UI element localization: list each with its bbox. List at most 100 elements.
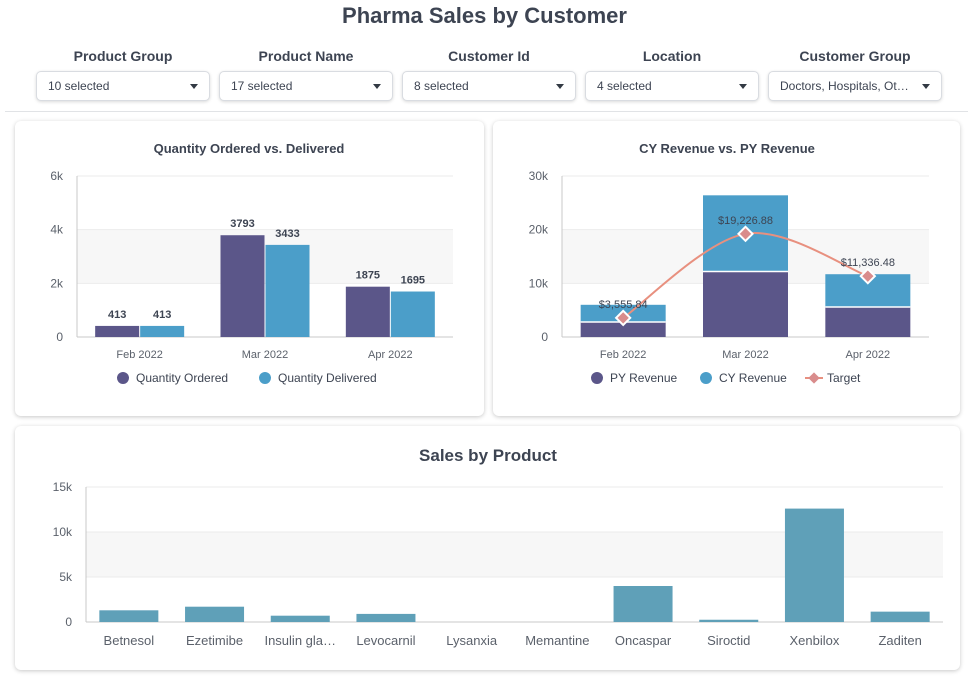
x-tick-label: Zaditen <box>878 633 921 648</box>
target-point <box>859 267 877 285</box>
bar-quantity-delivered <box>390 291 435 337</box>
y-tick-label: 5k <box>59 570 73 584</box>
chart-title: CY Revenue vs. PY Revenue <box>639 141 815 156</box>
bar-product-sales <box>613 586 673 622</box>
bar-product-sales <box>270 615 330 622</box>
quantity-ordered-vs-delivered-chart: Quantity Ordered vs. Delivered 0 2k 4k 6k 413… <box>50 141 453 385</box>
legend-label: PY Revenue <box>610 371 677 385</box>
x-tick-label: Betnesol <box>104 633 155 648</box>
y-tick-label: 4k <box>50 223 64 237</box>
chevron-down-icon <box>739 84 747 89</box>
bar-quantity-ordered <box>345 286 390 337</box>
bar-product-sales <box>185 606 245 622</box>
y-tick-label: 2k <box>50 276 64 290</box>
dropdown-value: 4 selected <box>597 79 652 93</box>
target-label: $19,226.88 <box>718 215 773 227</box>
customer-id-dropdown[interactable]: 8 selected <box>402 71 576 101</box>
data-label: 413 <box>153 309 171 321</box>
x-tick-label: Oncaspar <box>615 633 672 648</box>
divider <box>5 111 968 112</box>
filter-product-group: Product Group 10 selected <box>36 46 210 101</box>
bar-py-revenue <box>703 271 788 337</box>
x-tick-label: Levocarnil <box>356 633 415 648</box>
x-tick-label: Xenbilox <box>790 633 840 648</box>
legend-marker <box>808 372 820 384</box>
dropdown-value: 17 selected <box>231 79 293 93</box>
sales-by-product-card: Sales by Product 0 5k 10k 15k Betnesol Ezetimi… <box>15 426 960 670</box>
sales-by-product-chart: Sales by Product 0 5k 10k 15k Betnesol Ezetimi… <box>53 446 943 648</box>
customer-group-dropdown[interactable]: Doctors, Hospitals, Ot… <box>768 71 942 101</box>
bar-quantity-delivered <box>265 244 310 337</box>
bar-product-sales <box>870 611 930 622</box>
target-label: $11,336.48 <box>841 257 895 269</box>
bar-py-revenue <box>825 306 911 337</box>
page-title: Pharma Sales by Customer <box>342 3 627 28</box>
bar-quantity-ordered <box>95 325 140 337</box>
chevron-down-icon <box>190 84 198 89</box>
filter-label: Customer Group <box>799 48 911 64</box>
y-tick-label: 10k <box>53 525 73 539</box>
dropdown-value: Doctors, Hospitals, Ot… <box>780 79 909 93</box>
y-tick-label: 15k <box>53 480 73 494</box>
y-tick-label: 0 <box>65 615 72 629</box>
x-tick-label: Lysanxia <box>446 633 498 648</box>
location-dropdown[interactable]: 4 selected <box>585 71 759 101</box>
x-tick-label: Feb 2022 <box>116 349 162 361</box>
legend-marker <box>700 372 712 384</box>
filter-label: Product Name <box>258 48 354 64</box>
data-label: 3433 <box>275 228 299 240</box>
quantity-chart-card: Quantity Ordered vs. Delivered 0 2k 4k 6k 413… <box>15 121 484 416</box>
bar-product-sales <box>699 619 759 622</box>
dropdown-value: 10 selected <box>48 79 110 93</box>
data-label: 1695 <box>401 275 425 287</box>
bar-product-sales <box>99 610 159 622</box>
filter-customer-group: Customer Group Doctors, Hospitals, Ot… <box>768 46 942 101</box>
filter-label: Product Group <box>73 48 173 64</box>
legend-label: Quantity Ordered <box>136 371 228 385</box>
bar-quantity-delivered <box>140 325 185 337</box>
chevron-down-icon <box>373 84 381 89</box>
legend-label: Target <box>827 371 861 385</box>
x-tick-label: Insulin gla… <box>264 633 336 648</box>
filter-location: Location 4 selected <box>585 46 759 101</box>
dropdown-value: 8 selected <box>414 79 469 93</box>
x-tick-label: Feb 2022 <box>600 349 646 361</box>
bar-quantity-ordered <box>220 235 265 337</box>
cy-vs-py-revenue-chart: CY Revenue vs. PY Revenue 0 10k 20k 30k Feb 2… <box>529 141 929 385</box>
y-tick-label: 10k <box>529 276 549 290</box>
target-label: $3,555.84 <box>599 299 648 311</box>
chevron-down-icon <box>556 84 564 89</box>
grid-band <box>77 229 453 284</box>
filter-bar: Product Group 10 selected Product Name 1… <box>36 46 942 106</box>
filter-customer-id: Customer Id 8 selected <box>402 46 576 101</box>
legend-label: Quantity Delivered <box>278 371 377 385</box>
bar-product-sales <box>784 508 844 622</box>
x-tick-label: Mar 2022 <box>242 349 288 361</box>
x-tick-label: Memantine <box>525 633 589 648</box>
chart-title: Sales by Product <box>419 446 557 465</box>
legend-marker <box>259 372 271 384</box>
y-tick-label: 0 <box>541 330 548 344</box>
legend-marker <box>117 372 129 384</box>
chevron-down-icon <box>922 84 930 89</box>
bar-product-sales <box>356 613 416 622</box>
filter-product-name: Product Name 17 selected <box>219 46 393 101</box>
product-group-dropdown[interactable]: 10 selected <box>36 71 210 101</box>
product-name-dropdown[interactable]: 17 selected <box>219 71 393 101</box>
chart-title: Quantity Ordered vs. Delivered <box>154 141 345 156</box>
target-point <box>614 309 632 327</box>
data-label: 3793 <box>230 218 254 230</box>
y-tick-label: 30k <box>529 169 549 183</box>
x-tick-label: Siroctid <box>707 633 750 648</box>
filter-label: Customer Id <box>448 48 530 64</box>
data-label: 413 <box>108 309 126 321</box>
y-tick-label: 0 <box>56 330 63 344</box>
legend-label: CY Revenue <box>719 371 787 385</box>
data-label: 1875 <box>356 270 380 282</box>
legend-marker <box>591 372 603 384</box>
target-point <box>737 225 754 243</box>
x-tick-label: Ezetimibe <box>186 633 243 648</box>
revenue-chart-card: CY Revenue vs. PY Revenue 0 10k 20k 30k Feb 2… <box>493 121 960 416</box>
bar-py-revenue <box>580 321 666 337</box>
x-tick-label: Mar 2022 <box>722 349 768 361</box>
